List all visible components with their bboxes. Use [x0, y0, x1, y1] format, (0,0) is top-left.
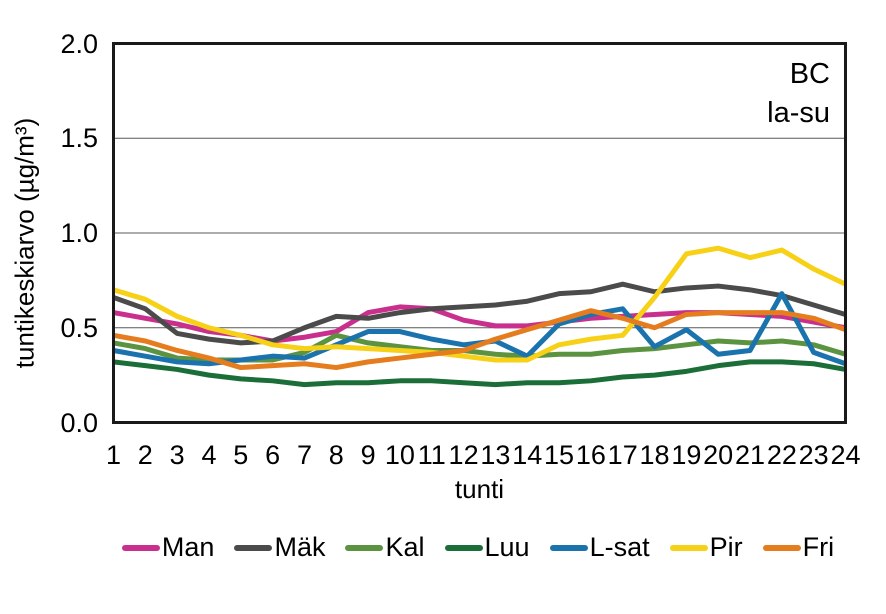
legend-swatch-Fri	[762, 544, 801, 551]
legend: Man Mäk Kal Luu L-sat Pir Fri	[70, 532, 886, 563]
legend-item-L-sat: L-sat	[549, 532, 650, 563]
y-tick-label: 1.5	[60, 123, 98, 154]
x-tick-label: 18	[639, 440, 670, 470]
x-tick-label: 5	[233, 440, 249, 470]
legend-label-Luu: Luu	[484, 532, 530, 562]
series-line-Fri	[113, 308, 847, 371]
x-tick-label: 15	[544, 440, 575, 470]
x-tick-label: 9	[360, 440, 376, 470]
x-tick-label: 7	[296, 440, 312, 470]
x-tick-label: 10	[384, 440, 415, 470]
x-tick-label: 24	[830, 440, 861, 470]
series-line-Luu	[113, 359, 846, 388]
y-tick-label: 0.5	[60, 312, 98, 343]
x-tick-label: 11	[417, 440, 446, 470]
x-tick-label: 23	[798, 440, 829, 470]
legend-item-Luu: Luu	[444, 532, 530, 563]
chart-annotation: BC la-su	[767, 55, 830, 133]
legend-label-Pir: Pir	[709, 532, 743, 562]
x-axis-label: tunti	[454, 474, 505, 504]
legend-swatch-L-sat	[549, 544, 588, 551]
legend-item-Pir: Pir	[669, 532, 743, 563]
legend-item-Mäk: Mäk	[234, 532, 325, 563]
legend-swatch-Luu	[444, 544, 483, 551]
y-tick-label: 2.0	[60, 28, 98, 59]
x-tick-label: 3	[169, 440, 185, 470]
y-tick-label: 0.0	[60, 407, 98, 438]
legend-swatch-Pir	[669, 544, 708, 551]
plot-area	[112, 42, 847, 424]
x-tick-label: 17	[607, 440, 638, 470]
legend-label-Kal: Kal	[385, 532, 425, 562]
y-tick-label: 1.0	[60, 218, 98, 248]
legend-swatch-Man	[121, 544, 160, 551]
x-tick-label: 22	[766, 440, 797, 470]
legend-item-Fri: Fri	[762, 532, 835, 563]
x-tick-label: 21	[734, 440, 766, 470]
annotation-line-2: la-su	[767, 97, 830, 129]
legend-label-Man: Man	[161, 532, 215, 562]
gridlines	[113, 137, 846, 329]
y-axis-label: tuntikeskiarvo (µg/m³)	[9, 117, 40, 369]
series-line-Mäk	[112, 281, 847, 346]
plot-frame	[112, 42, 847, 424]
x-tick-label: 12	[448, 440, 479, 470]
legend-label-L-sat: L-sat	[589, 532, 650, 562]
legend-swatch-Kal	[345, 544, 384, 551]
annotation-line-1: BC	[789, 58, 830, 90]
x-tick-label: 14	[512, 440, 543, 470]
x-tick-label: 6	[265, 440, 281, 470]
legend-item-Man: Man	[121, 532, 215, 563]
x-tick-label: 19	[671, 440, 702, 470]
legend-item-Kal: Kal	[345, 532, 425, 563]
x-tick-label: 13	[480, 440, 511, 470]
legend-label-Fri: Fri	[802, 532, 835, 562]
legend-swatch-Mäk	[234, 544, 273, 551]
x-tick-label: 2	[137, 440, 153, 470]
x-tick-label: 4	[201, 440, 217, 470]
legend-label-Mäk: Mäk	[274, 532, 326, 562]
x-tick-label: 8	[328, 440, 344, 470]
series-line-Pir	[112, 245, 847, 363]
x-tick-label: 16	[575, 440, 606, 470]
x-tick-label: 1	[105, 440, 122, 470]
x-tick-label: 20	[703, 440, 734, 470]
